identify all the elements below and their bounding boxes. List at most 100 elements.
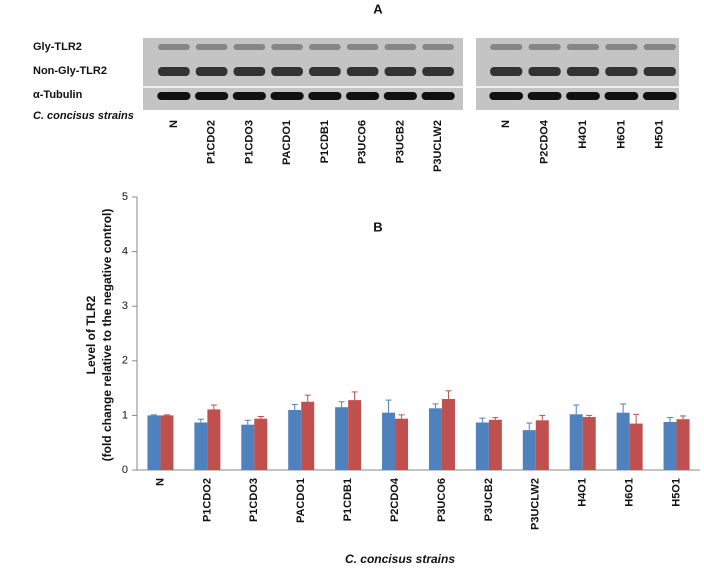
x-axis-label: C. concisus strains bbox=[345, 552, 455, 566]
row-label: α-Tubulin bbox=[33, 89, 83, 101]
blot-band bbox=[566, 67, 600, 76]
blot-band bbox=[270, 92, 304, 100]
error-bar bbox=[573, 404, 580, 415]
bar bbox=[288, 409, 302, 470]
x-tick-label: P2CDO4 bbox=[389, 477, 401, 522]
x-tick-label: H4O1 bbox=[577, 478, 589, 507]
blot-band bbox=[605, 44, 638, 50]
blot-band bbox=[309, 67, 341, 76]
blot-band bbox=[271, 67, 303, 76]
error-bar bbox=[304, 394, 311, 402]
bar bbox=[254, 418, 268, 470]
blot-band bbox=[346, 67, 379, 76]
lane-label: P1CDO3 bbox=[243, 120, 255, 164]
bar bbox=[428, 408, 442, 470]
lane-label: P1CDB1 bbox=[319, 120, 331, 163]
blot-band bbox=[604, 92, 639, 100]
y-axis-label: (fold change relative to the negative co… bbox=[100, 209, 114, 462]
blot-band bbox=[489, 92, 524, 100]
error-bar bbox=[291, 403, 298, 410]
error-bar bbox=[445, 390, 452, 400]
x-tick-label: P1CDO3 bbox=[248, 478, 260, 522]
error-bar bbox=[210, 404, 217, 410]
bar bbox=[663, 421, 677, 470]
blot-band bbox=[195, 92, 229, 100]
lane-label: P2CDO4 bbox=[539, 119, 551, 164]
row-label: Gly-TLR2 bbox=[33, 41, 82, 53]
blot-band bbox=[346, 44, 379, 50]
lane-label: PACDO1 bbox=[281, 120, 293, 165]
error-bar bbox=[492, 417, 499, 420]
lane-label: H4O1 bbox=[577, 120, 589, 149]
error-bar bbox=[351, 391, 358, 401]
panel-label: A bbox=[373, 1, 383, 16]
blot-band bbox=[384, 67, 417, 76]
error-bar bbox=[586, 414, 593, 418]
error-bar bbox=[244, 419, 251, 425]
x-tick-label: P3UCLW2 bbox=[530, 478, 542, 530]
bar bbox=[382, 412, 396, 470]
bar bbox=[160, 415, 174, 470]
blot-band bbox=[643, 44, 676, 50]
blot-band bbox=[157, 92, 191, 100]
error-bar bbox=[539, 414, 546, 421]
blot-band bbox=[490, 67, 523, 76]
blot-band bbox=[528, 67, 561, 76]
blot-band bbox=[605, 67, 638, 76]
bar bbox=[488, 419, 502, 470]
y-axis-label: Level of TLR2 bbox=[84, 295, 98, 374]
y-tick-label: 5 bbox=[122, 191, 128, 203]
x-tick-label: P3UCO6 bbox=[436, 478, 448, 522]
bar bbox=[522, 430, 536, 470]
blot-band bbox=[158, 67, 190, 76]
y-tick-label: 2 bbox=[122, 355, 128, 367]
x-tick-label: P1CDO2 bbox=[201, 478, 213, 522]
blot-band bbox=[566, 92, 600, 100]
y-tick-label: 1 bbox=[122, 409, 128, 421]
bar bbox=[676, 419, 690, 470]
blot-band bbox=[309, 44, 341, 50]
bar bbox=[475, 422, 489, 470]
error-bar bbox=[432, 403, 439, 409]
blot-band bbox=[158, 44, 190, 50]
x-tick-label: P3UCB2 bbox=[483, 478, 495, 521]
y-tick-label: 0 bbox=[122, 464, 128, 476]
error-bar bbox=[257, 415, 264, 419]
error-bar bbox=[398, 414, 405, 419]
bar bbox=[335, 407, 349, 470]
blot-band bbox=[643, 67, 676, 76]
x-tick-label: N bbox=[154, 478, 166, 486]
bar bbox=[441, 399, 455, 470]
blot-band bbox=[233, 67, 266, 76]
blot-band bbox=[384, 44, 417, 50]
lane-label: P1CDO2 bbox=[206, 120, 218, 164]
bar bbox=[582, 417, 596, 470]
lane-label: N bbox=[500, 120, 512, 128]
bar bbox=[147, 415, 161, 470]
blot-band bbox=[490, 44, 523, 50]
x-tick-label: H5O1 bbox=[670, 478, 682, 507]
error-bar bbox=[667, 417, 674, 422]
error-bar bbox=[197, 418, 204, 423]
blot-band bbox=[233, 44, 266, 50]
error-bar bbox=[150, 414, 157, 416]
error-bar bbox=[633, 413, 640, 424]
blot-band bbox=[308, 92, 342, 100]
bar bbox=[301, 401, 315, 470]
bar bbox=[535, 420, 549, 470]
bar bbox=[569, 414, 583, 470]
blot-band bbox=[346, 92, 380, 100]
blot-band bbox=[271, 44, 303, 50]
blot-band bbox=[421, 92, 455, 100]
lane-label: P3UCB2 bbox=[394, 120, 406, 163]
blot-band bbox=[527, 92, 562, 100]
lane-label: H5O1 bbox=[654, 120, 666, 149]
bar bbox=[616, 412, 630, 470]
bar bbox=[194, 422, 208, 470]
blot-band bbox=[642, 92, 677, 100]
blot-band bbox=[566, 44, 600, 50]
blot-band bbox=[232, 92, 266, 100]
error-bar bbox=[163, 414, 170, 416]
x-tick-label: H6O1 bbox=[624, 478, 636, 507]
